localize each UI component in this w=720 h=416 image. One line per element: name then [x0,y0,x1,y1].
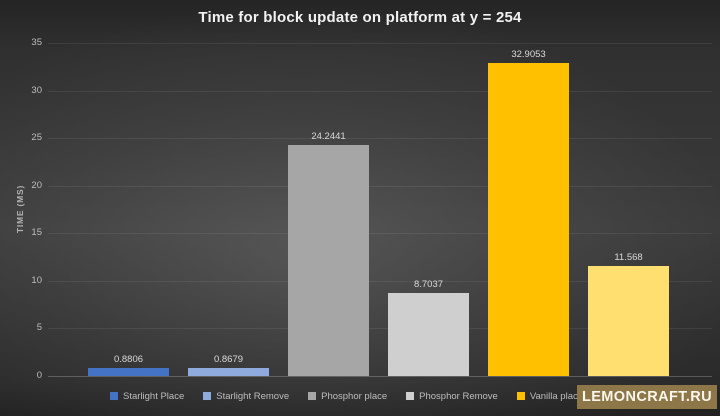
legend-marker-icon [308,392,317,400]
watermark-banner: LEMONCRAFT.RU [577,385,717,409]
gridline-20 [48,185,712,187]
legend-marker-icon [109,392,118,400]
data-label-phosphor-remove: 8.7037 [413,279,444,291]
data-label-starlight-place: 0.8806 [113,353,144,365]
gridline-10 [48,280,712,282]
legend-item-starlight-place: Starlight Place [109,390,185,402]
gridline-0 [48,376,712,377]
data-label-series-6: 11.568 [614,251,643,263]
y-axis-title: TIME (MS) [15,184,25,234]
legend-label: Starlight Remove [216,390,290,402]
bar-series-6 [588,265,669,376]
gridline-25 [48,138,712,140]
bar-vanilla-place [488,62,569,376]
gridline-15 [48,233,712,235]
y-tick-label-25: 25 [31,132,42,144]
bar-group-phosphor-remove: 8.7037 [388,279,469,376]
bar-group-phosphor-place: 24.2441 [288,131,369,376]
y-tick-label-30: 30 [31,84,42,96]
bar-group-starlight-remove: 0.8679 [188,354,269,376]
chart-title: Time for block update on platform at y =… [198,9,522,26]
y-tick-label-35: 35 [31,37,42,48]
data-label-starlight-remove: 0.8679 [213,353,244,365]
bar-group-series-6: 11.568 [588,252,669,376]
plot-area: 0.8806 0.8679 24.2441 8.7037 32.9053 11.568 [48,43,712,377]
y-tick-label-20: 20 [31,179,42,191]
legend-item-phosphor-remove: Phosphor Remove [406,391,498,402]
legend-marker-icon [406,392,415,400]
y-tick-label-0: 0 [36,370,42,381]
bar-group-vanilla-place: 32.9053 [488,49,569,376]
legend-item-phosphor-place: Phosphor place [308,391,387,402]
bar-starlight-remove [188,367,269,376]
bar-starlight-place [88,367,169,376]
y-tick-label-5: 5 [36,322,42,334]
legend-marker-icon [203,392,212,400]
legend-label: Phosphor place [321,390,388,402]
legend-item-starlight-remove: Starlight Remove [203,391,289,402]
bar-phosphor-place [288,145,369,376]
y-tick-label-10: 10 [31,274,42,286]
legend-item-vanilla-place: Vanilla place [516,390,584,402]
legend-label: Phosphor Remove [419,390,498,402]
gridline-35 [48,43,712,44]
legend-label: Vanilla place [529,390,584,402]
gridline-5 [48,328,712,330]
gridline-30 [48,90,712,92]
legend-marker-icon [516,392,525,400]
bar-phosphor-remove [388,293,469,376]
data-label-phosphor-place: 24.2441 [311,131,346,143]
y-tick-label-15: 15 [31,227,42,239]
data-label-vanilla-place: 32.9053 [511,48,546,60]
bar-group-starlight-place: 0.8806 [88,354,169,376]
legend-label: Starlight Place [122,390,185,402]
